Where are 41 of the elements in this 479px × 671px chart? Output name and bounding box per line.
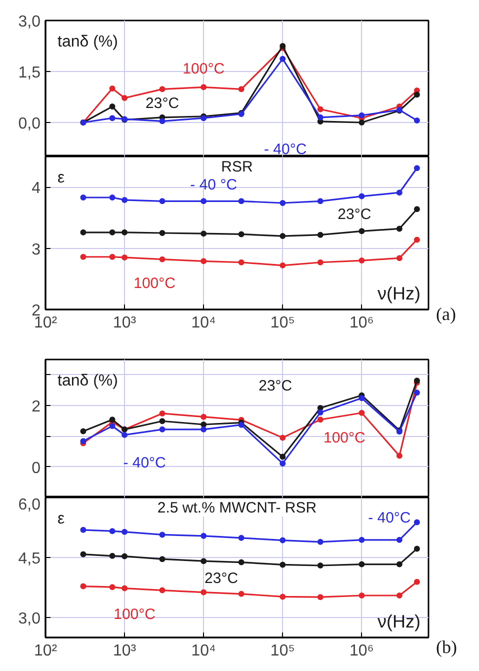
y-axis-title: ε	[58, 170, 65, 186]
y-tick-label: 1,5	[18, 64, 41, 82]
y-tick-label: 4,5	[18, 550, 41, 568]
series-label: - 40 °C	[190, 176, 238, 194]
x-tick-label: 10⁶	[350, 314, 374, 332]
series-label: 23°C	[258, 377, 292, 394]
y-axis-title: ε	[58, 510, 65, 528]
y-axis-title: tanδ (%)	[58, 34, 118, 50]
x-axis-title: ν(Hz)	[378, 284, 421, 304]
y-tick-label: 6,0	[18, 496, 41, 514]
y-tick-label: 4	[32, 180, 41, 198]
y-tick-label: 3	[32, 241, 41, 258]
y-tick-label: 3,0	[18, 610, 41, 628]
series-label: - 40°C	[123, 454, 166, 472]
x-tick-label: 10²	[34, 642, 58, 660]
y-tick-label: 0,0	[18, 116, 41, 132]
series-label: 100°C	[323, 429, 366, 446]
y-tick-label: 0	[32, 460, 41, 477]
series-label: 100°C	[134, 274, 176, 292]
x-axis-title: ν(Hz)	[378, 612, 421, 632]
x-tick-label: 10⁵	[270, 642, 295, 660]
series-label: - 40°C	[264, 140, 307, 158]
y-axis-title: tanδ (%)	[58, 372, 118, 390]
series-label: 100°C	[114, 606, 156, 623]
text: (b)	[436, 636, 457, 659]
series-label: 100°C	[182, 60, 225, 78]
y-tick-label: 3,0	[18, 14, 41, 30]
series-label: 23°C	[338, 206, 372, 224]
x-tick-label: 10³	[112, 642, 137, 660]
x-tick-label: 10⁵	[270, 314, 295, 332]
x-tick-label: 10³	[112, 314, 137, 332]
y-tick-label: 2	[32, 398, 41, 416]
chart-title: RSR	[221, 158, 253, 176]
text: (a)	[436, 303, 456, 326]
x-tick-label: 10⁴	[191, 314, 216, 332]
series-label: - 40°C	[368, 509, 411, 526]
series-label: 23°C	[204, 570, 238, 587]
series-label: 23°C	[146, 94, 180, 112]
x-tick-label: 10⁶	[350, 642, 374, 660]
chart-title: 2.5 wt.% MWCNT- RSR	[157, 500, 317, 516]
x-tick-label: 10⁴	[191, 642, 216, 660]
